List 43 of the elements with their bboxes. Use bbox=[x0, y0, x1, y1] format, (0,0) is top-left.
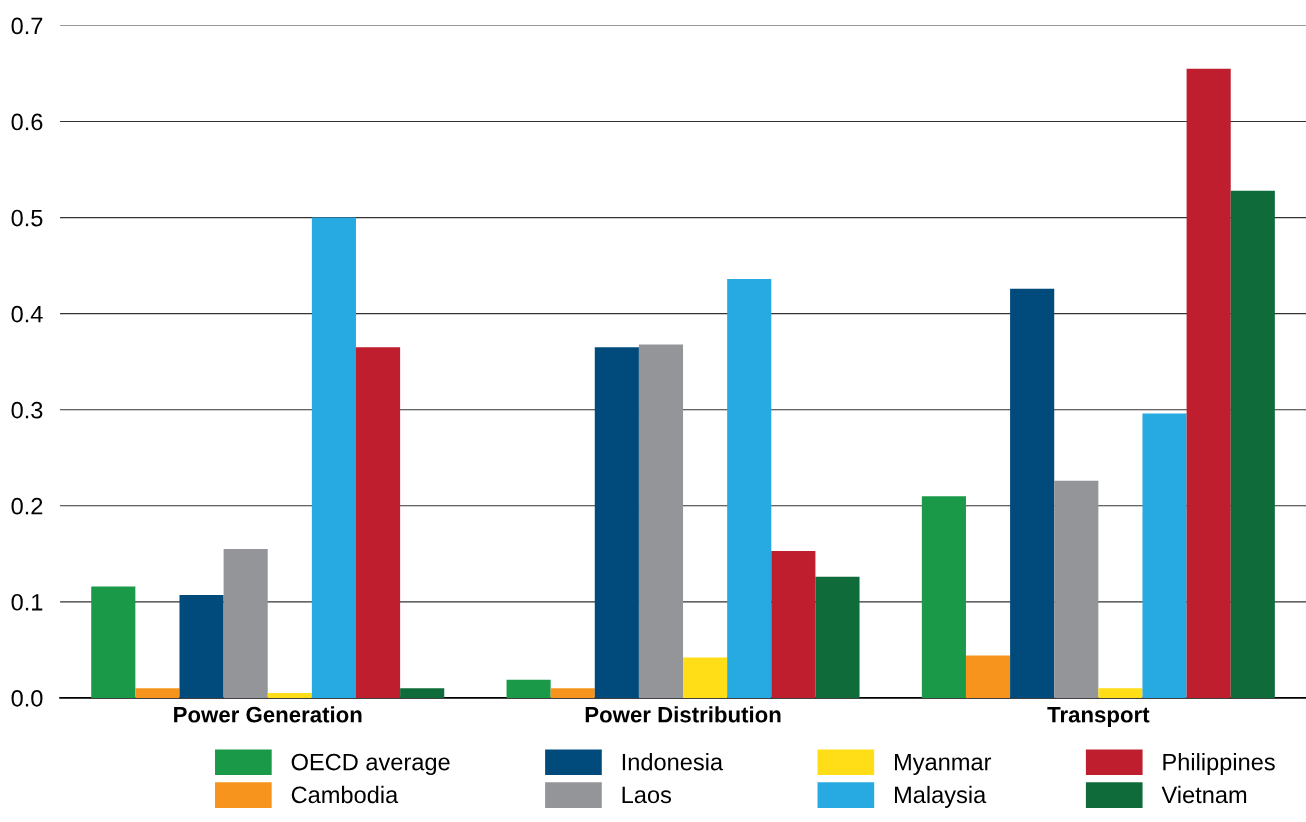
bar bbox=[1054, 480, 1099, 698]
legend-label: Philippines bbox=[1163, 753, 1275, 776]
legend-label: Cambodia bbox=[291, 785, 399, 804]
y-tick-label: 0.4 bbox=[11, 305, 43, 323]
bar bbox=[727, 279, 772, 698]
bar bbox=[179, 595, 224, 698]
bar bbox=[594, 347, 639, 698]
bar bbox=[1098, 688, 1143, 698]
bar bbox=[223, 548, 268, 698]
y-tick-label: 0.0 bbox=[11, 689, 43, 707]
y-tick-label: 0.3 bbox=[11, 401, 43, 419]
bar bbox=[355, 347, 401, 698]
bar bbox=[267, 693, 312, 698]
legend-label: Malaysia bbox=[895, 785, 987, 808]
bar bbox=[1186, 68, 1231, 698]
x-tick-label: Power Generation bbox=[174, 706, 362, 723]
y-tick-label: 0.6 bbox=[11, 113, 43, 131]
bar bbox=[550, 688, 595, 698]
bar bbox=[400, 688, 445, 698]
bar bbox=[771, 550, 816, 698]
bar bbox=[506, 679, 551, 698]
bar bbox=[135, 688, 180, 698]
bar bbox=[1010, 288, 1055, 698]
y-tick-label: 0.1 bbox=[11, 593, 43, 611]
y-tick-label: 0.2 bbox=[11, 497, 43, 515]
legend-label: Myanmar bbox=[895, 753, 992, 776]
y-tick-label: 0.5 bbox=[11, 209, 43, 227]
x-tick-label: Power Distribution bbox=[585, 706, 781, 723]
legend-label: Vietnam bbox=[1161, 785, 1247, 804]
bar bbox=[311, 217, 356, 698]
legend-label: Indonesia bbox=[622, 753, 724, 771]
bar bbox=[683, 657, 728, 698]
legend-label: OECD average bbox=[291, 753, 450, 776]
bar bbox=[1142, 413, 1187, 698]
bar bbox=[815, 576, 860, 698]
legend-label: Laos bbox=[622, 786, 672, 804]
bar bbox=[91, 586, 136, 698]
bar bbox=[921, 496, 966, 698]
y-tick-label: 0.7 bbox=[11, 17, 43, 35]
bar bbox=[1230, 190, 1275, 698]
bar bbox=[638, 344, 684, 698]
bar bbox=[965, 655, 1011, 698]
x-tick-label: Transport bbox=[1047, 707, 1150, 727]
